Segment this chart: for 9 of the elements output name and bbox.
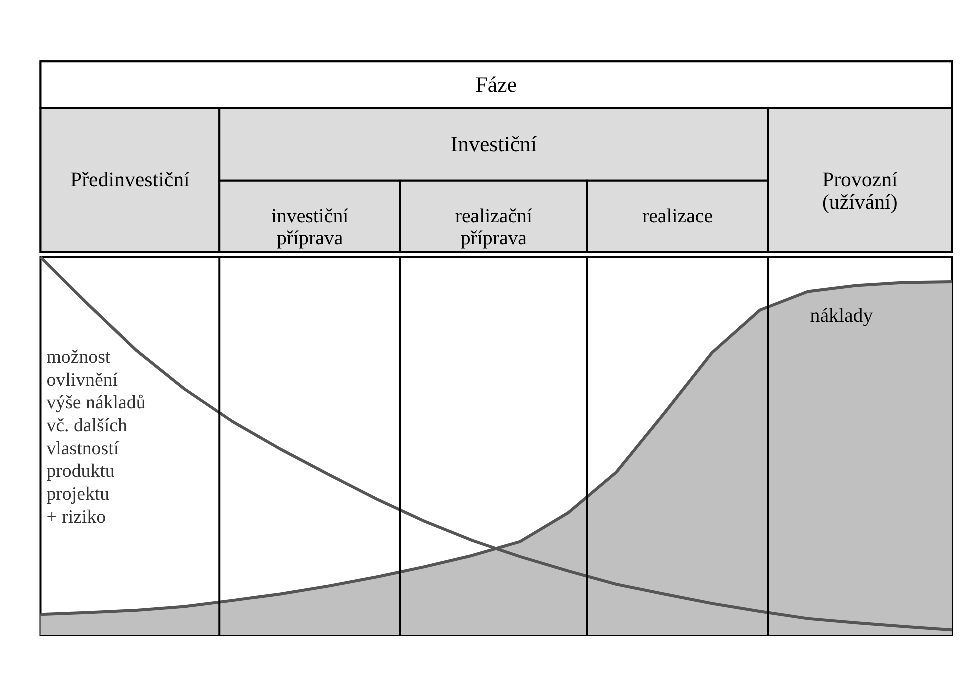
series-label: možnost ovlivnění výše nákladů vč. dalších vlastností produktu projektu + riziko <box>46 346 146 528</box>
text: Investiční <box>450 132 538 157</box>
text: Fáze <box>476 72 518 97</box>
series-label: náklady <box>810 304 874 327</box>
text: Předinvestiční <box>70 167 190 192</box>
text: realizační příprava <box>455 206 533 250</box>
text: investiční příprava <box>271 206 350 250</box>
text: Provozní (užívání) <box>822 167 898 214</box>
text: realizace <box>642 206 714 228</box>
